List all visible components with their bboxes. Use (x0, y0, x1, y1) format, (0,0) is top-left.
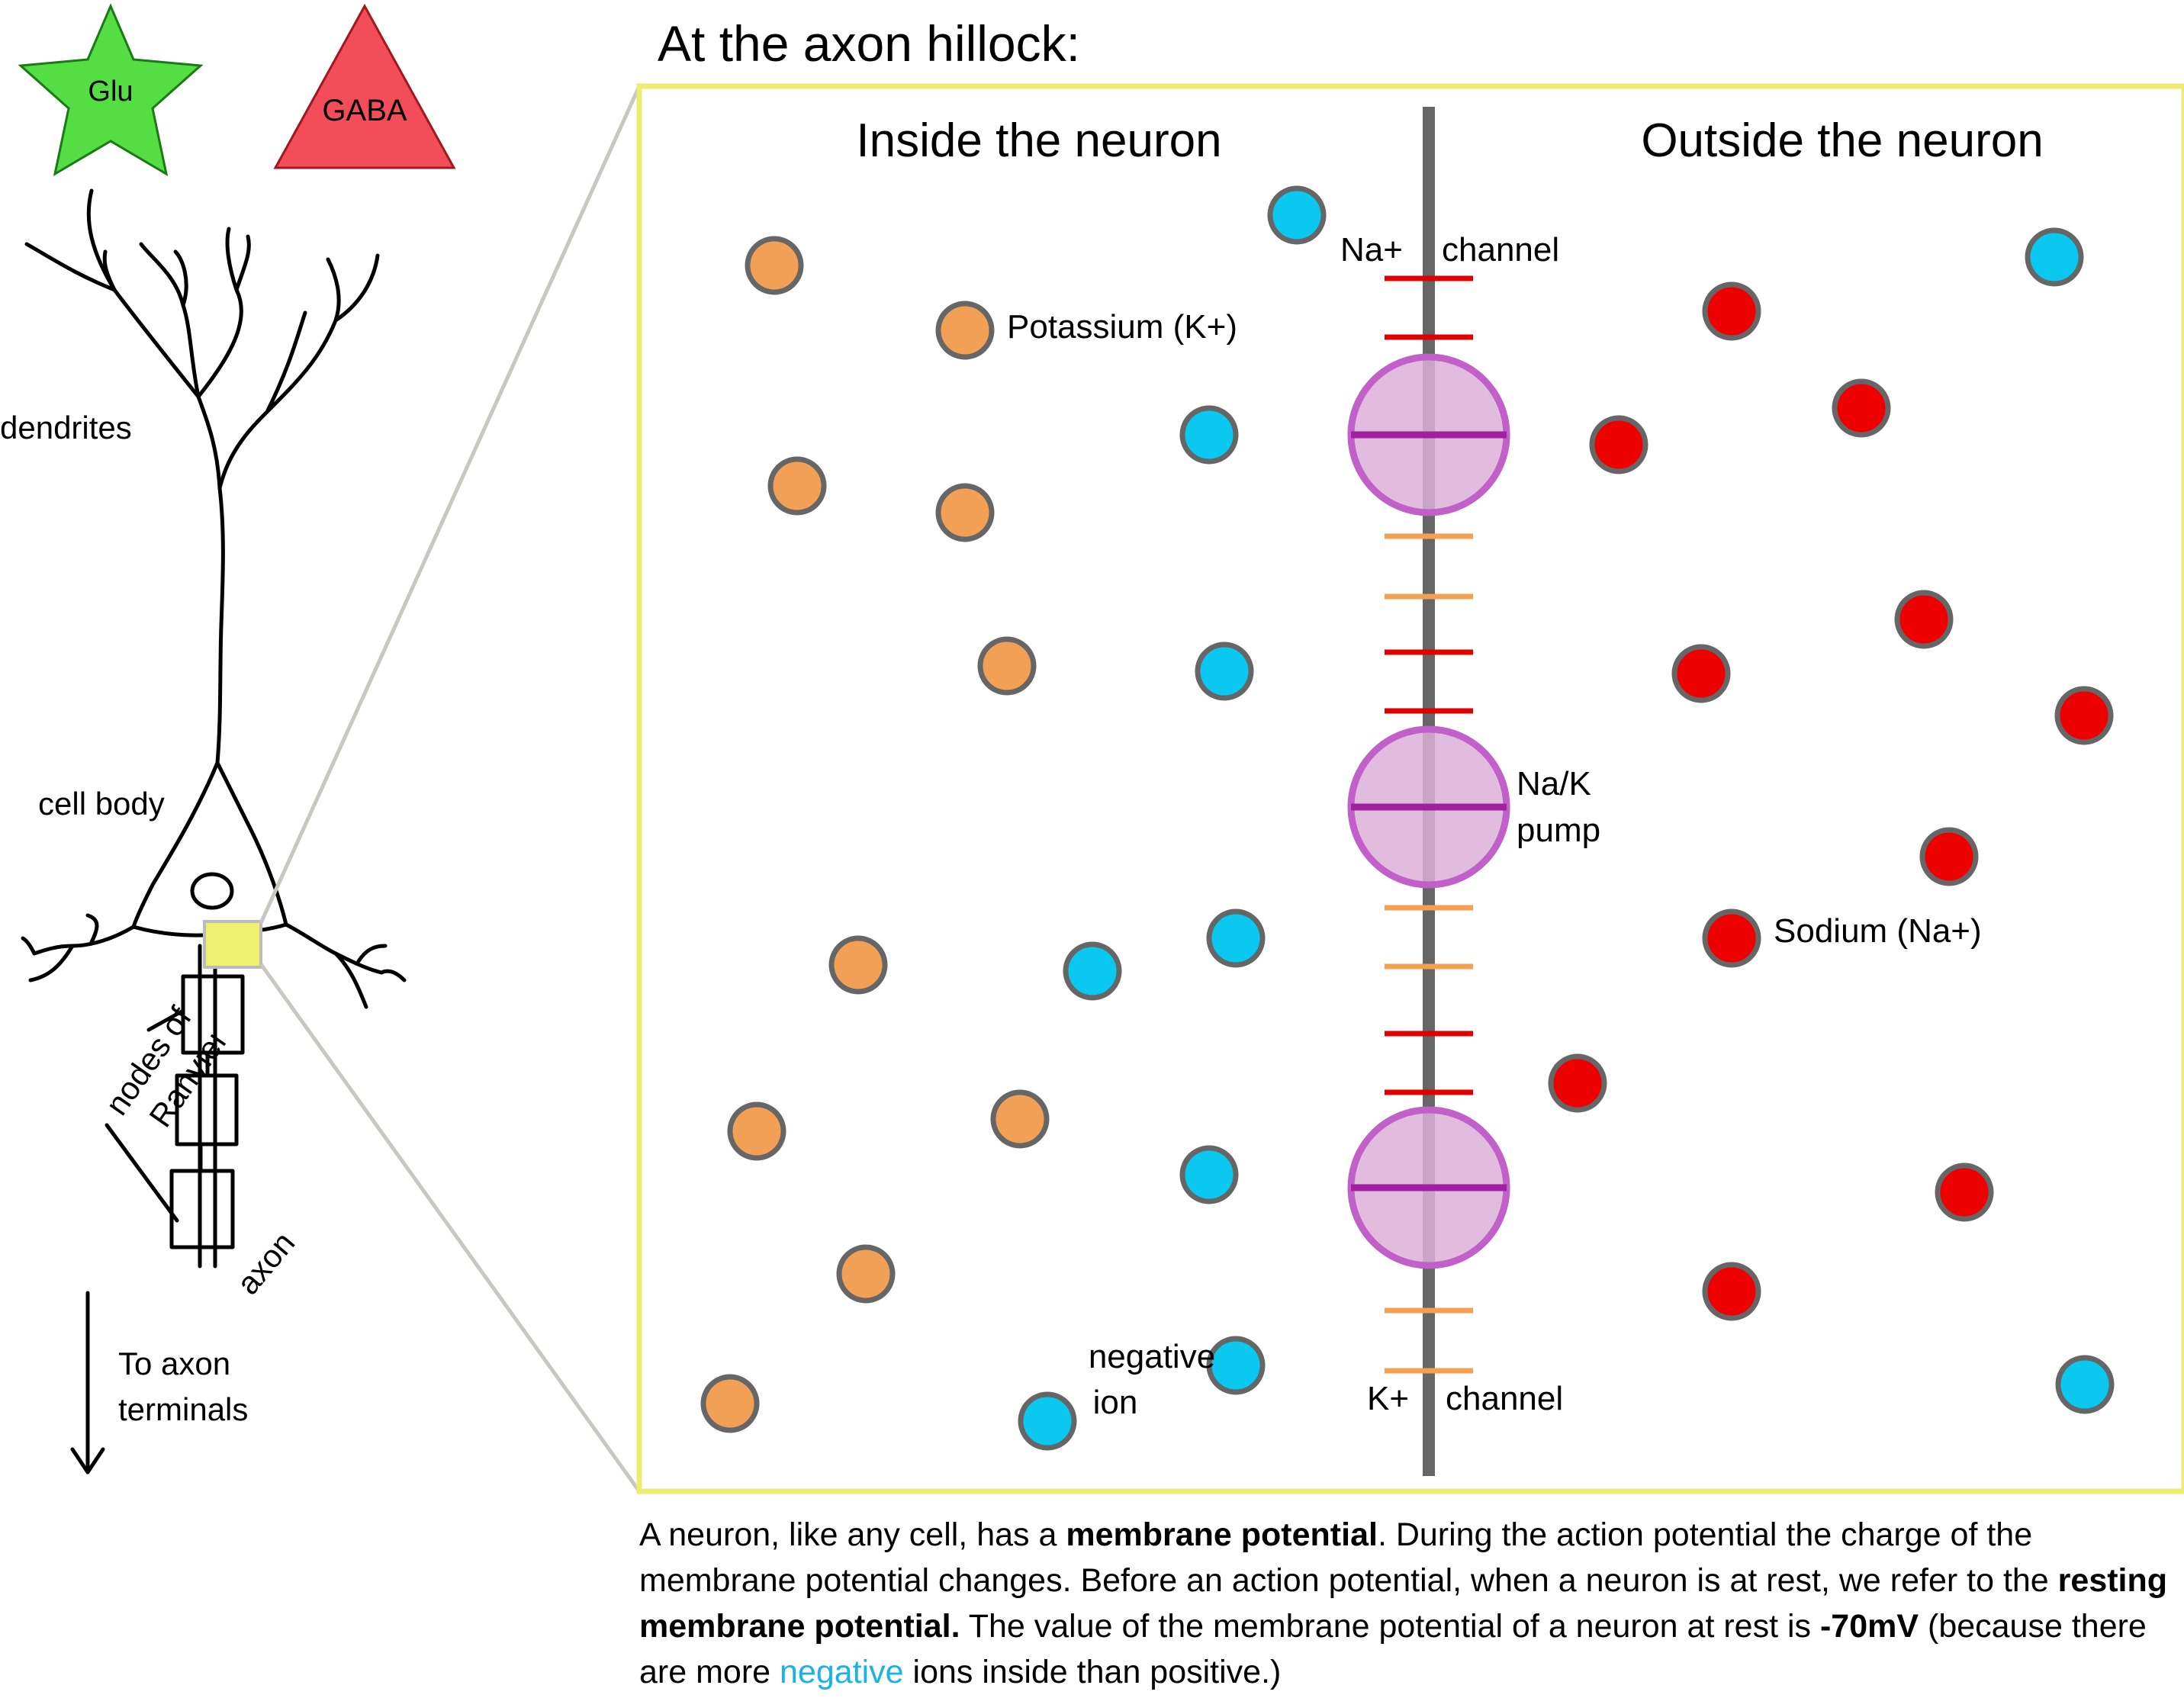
sodium-ion (1671, 644, 1731, 703)
pump-label-line2: pump (1517, 812, 1600, 849)
axon-label: axon (230, 1225, 302, 1301)
potassium-ion (935, 483, 995, 542)
k-channels (1385, 533, 1473, 1374)
outside-neuron-heading: Outside the neuron (1641, 114, 2043, 167)
negative-ion (2025, 227, 2084, 287)
negative-ion-label-line2: ion (1093, 1384, 1138, 1421)
potassium-label: Potassium (K+) (1007, 308, 1237, 346)
negative-ion (1206, 1336, 1266, 1395)
sodium-ion (1548, 1053, 1607, 1113)
zoom-line-top (259, 85, 642, 925)
potassium-ion (977, 636, 1037, 696)
sodium-ion (1935, 1163, 1994, 1222)
caption-text: (because there are more (639, 1608, 2147, 1690)
potassium-ion (935, 301, 995, 360)
sodium-ions (1548, 281, 2114, 1321)
na-k-pumps (1347, 353, 1510, 1269)
potassium-ion (767, 456, 827, 516)
sodium-ion (1589, 415, 1648, 474)
negative-ion (1063, 941, 1122, 1001)
sodium-ion (1702, 1262, 1761, 1321)
na-channel-label-b: channel (1442, 231, 1559, 269)
potassium-ion (836, 1244, 896, 1304)
sodium-ion (1702, 908, 1761, 968)
potassium-ion (727, 1101, 786, 1161)
sodium-ion (1702, 281, 1761, 341)
na-k-pump (1347, 353, 1510, 516)
caption-text: ions inside than positive.) (903, 1654, 1282, 1690)
negative-ion (1179, 405, 1239, 465)
sodium-label: Sodium (Na+) (1774, 912, 1982, 950)
sodium-ion (1832, 378, 1891, 438)
neuron-sketch (21, 188, 407, 1474)
caption-text: A neuron, like any cell, has a (639, 1516, 1066, 1553)
potassium-ion (828, 935, 888, 995)
negative-ion (1195, 642, 1254, 701)
terminals-label-line2: terminals (118, 1391, 248, 1427)
sodium-ion (2054, 686, 2114, 745)
axon-hillock-highlight (203, 920, 262, 969)
membrane-potential-caption: A neuron, like any cell, has a membrane … (639, 1512, 2173, 1695)
negative-ion (1267, 185, 1327, 245)
inside-neuron-heading: Inside the neuron (856, 114, 1221, 167)
na-channels (1385, 275, 1473, 1095)
na-k-pump (1347, 1106, 1510, 1269)
pump-label-line1: Na/K (1517, 765, 1591, 802)
potassium-ions (700, 236, 1050, 1433)
sodium-ion (1894, 590, 1954, 649)
caption-negative-word: negative (780, 1654, 904, 1690)
negative-ion (1179, 1145, 1239, 1204)
potassium-ion (700, 1374, 760, 1433)
gaba-triangle-icon (273, 3, 456, 169)
caption-bold-membrane-potential: membrane potential (1066, 1516, 1378, 1553)
gaba-label: GABA (322, 94, 407, 127)
cell-body-label: cell body (38, 786, 165, 822)
diagram-title: At the axon hillock: (658, 15, 1080, 72)
k-channel-label-a: K+ (1367, 1380, 1409, 1417)
caption-bold-resting-potential: resting membrane potential. (639, 1562, 2168, 1645)
caption-text: The value of the membrane potential of a… (960, 1608, 1820, 1645)
glu-star-icon (18, 3, 204, 177)
negative-ion (1206, 908, 1266, 968)
sodium-ion (1919, 827, 1979, 886)
glu-label: Glu (88, 76, 133, 108)
dendrites-label: dendrites (0, 410, 132, 445)
caption-bold-value: -70mV (1819, 1608, 1919, 1645)
negative-ions (1018, 185, 2115, 1451)
k-channel-label-b: channel (1446, 1380, 1563, 1417)
negative-ion (2055, 1355, 2115, 1414)
potassium-ion (745, 236, 804, 295)
na-channel-label-a: Na+ (1340, 231, 1403, 269)
caption-text: . During the action potential the charge… (639, 1516, 2058, 1599)
zoom-line-bottom (259, 963, 642, 1493)
negative-ion (1018, 1391, 1077, 1451)
negative-ion-label-line1: negative (1089, 1338, 1215, 1375)
potassium-ion (990, 1089, 1050, 1149)
na-k-pump (1347, 725, 1510, 889)
terminals-label-line1: To axon (118, 1346, 230, 1381)
